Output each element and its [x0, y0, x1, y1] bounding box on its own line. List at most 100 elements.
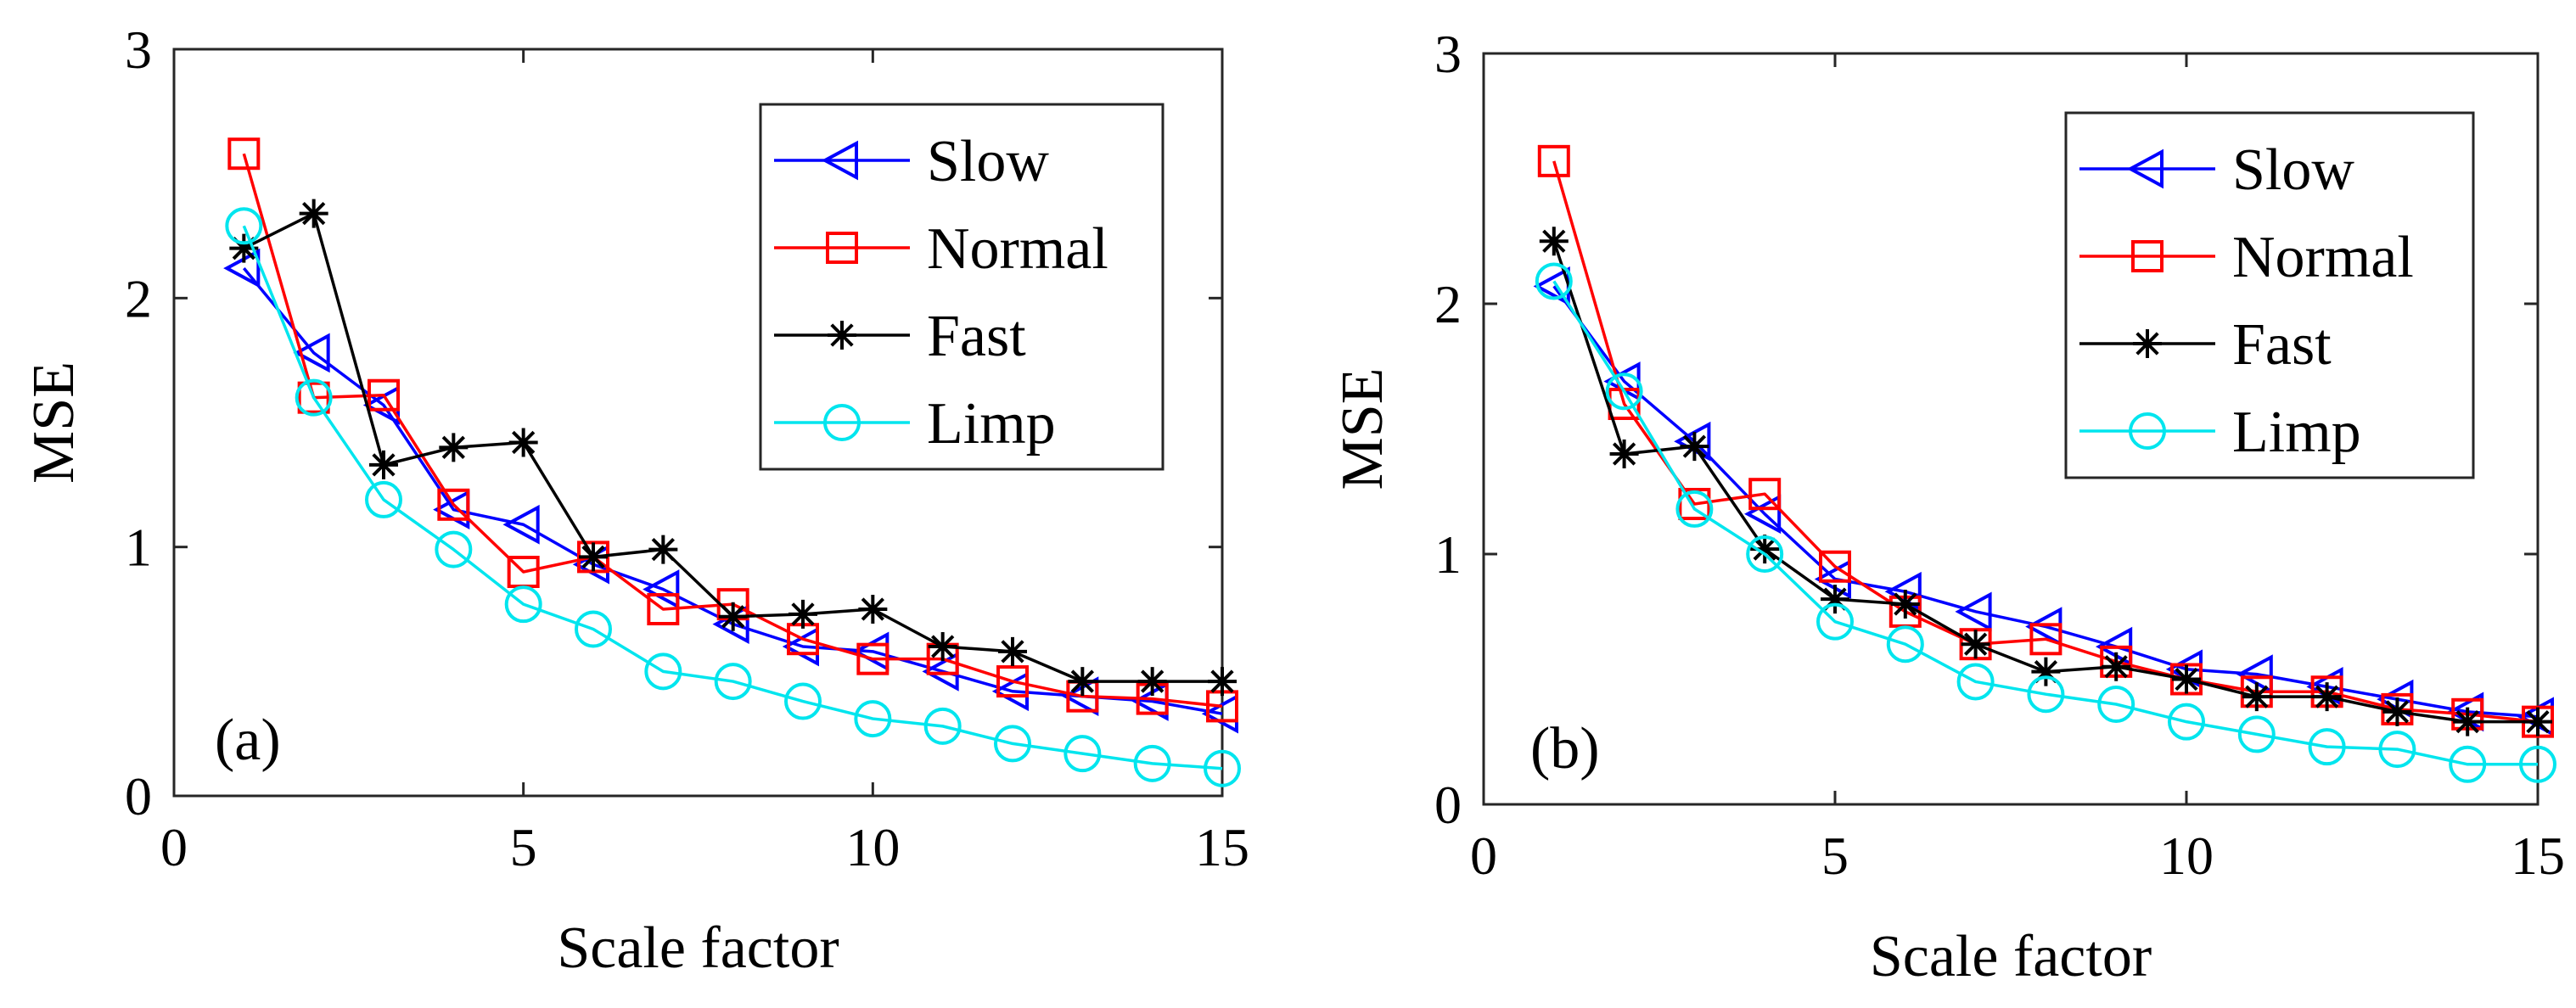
axes-box — [1482, 52, 2540, 806]
x-tick-label: 10 — [845, 817, 900, 877]
data-point-fast — [2312, 682, 2342, 712]
data-point-fast — [2172, 664, 2201, 694]
data-point-limp — [2378, 731, 2416, 769]
data-point-limp — [1133, 744, 1171, 782]
x-tick-label: 5 — [1821, 826, 1849, 886]
y-tick-label: 2 — [1434, 274, 1462, 334]
x-axis-label: Scale factor — [557, 916, 839, 981]
data-point-fast — [508, 428, 538, 457]
legend-marker-fast — [828, 321, 856, 350]
y-tick-label: 1 — [1434, 524, 1462, 585]
data-point-slow — [1743, 494, 1782, 535]
data-point-fast — [1068, 667, 1097, 697]
data-point-fast — [1208, 667, 1237, 697]
data-point-limp — [1816, 602, 1854, 641]
data-point-fast — [1961, 630, 1990, 659]
y-axis-label: MSE — [21, 361, 87, 484]
data-point-fast — [858, 595, 888, 624]
data-point-normal — [647, 593, 680, 625]
y-tick-label: 0 — [1434, 775, 1462, 835]
data-point-fast — [1680, 432, 1709, 462]
data-point-limp — [2237, 715, 2276, 753]
legend-marker-slow — [821, 140, 858, 181]
x-tick-label: 15 — [1195, 817, 1249, 877]
data-point-fast — [439, 433, 469, 462]
legend-marker-fast — [2133, 329, 2162, 358]
data-point-fast — [369, 450, 398, 479]
data-point-limp — [1746, 535, 1784, 573]
data-point-fast — [718, 602, 748, 631]
data-point-normal — [227, 137, 261, 171]
data-point-fast — [2242, 682, 2271, 712]
legend-label-limp: Limp — [927, 391, 1056, 456]
data-point-normal — [1748, 478, 1782, 511]
data-point-normal — [1819, 550, 1851, 583]
legend-label-normal: Normal — [927, 216, 1108, 282]
data-point-limp — [2519, 745, 2556, 783]
data-point-limp — [854, 700, 892, 738]
legend-marker-limp — [823, 404, 861, 441]
series-limp — [225, 207, 1241, 787]
data-point-fast — [299, 199, 328, 228]
data-point-normal — [856, 642, 890, 675]
x-tick-label: 15 — [2511, 826, 2565, 886]
data-point-limp — [714, 663, 752, 701]
series-limp — [1535, 262, 2556, 783]
data-point-limp — [2449, 745, 2487, 783]
data-point-fast — [648, 535, 678, 564]
data-point-limp — [1605, 372, 1643, 411]
data-point-normal — [996, 665, 1029, 698]
data-point-limp — [1675, 490, 1714, 528]
data-point-limp — [994, 725, 1031, 763]
x-tick-label: 0 — [160, 817, 188, 877]
legend-label-normal: Normal — [2232, 225, 2414, 290]
data-point-limp — [1535, 262, 1573, 300]
legend-marker-normal — [826, 232, 858, 264]
data-point-slow — [293, 333, 330, 373]
data-point-limp — [1064, 735, 1102, 773]
y-tick-label: 0 — [125, 766, 152, 826]
legend: Slow Normal Fast Limp — [2064, 111, 2475, 479]
data-point-fast — [229, 233, 259, 263]
x-tick-label: 10 — [2159, 826, 2214, 886]
data-point-fast — [998, 636, 1027, 666]
data-point-limp — [2097, 686, 2135, 723]
data-point-fast — [1137, 667, 1167, 697]
panel-label: (a) — [215, 708, 281, 773]
data-point-fast — [1821, 585, 1849, 614]
series-line-limp — [242, 225, 1223, 770]
data-point-limp — [2168, 703, 2205, 741]
y-tick-label: 3 — [1434, 24, 1462, 84]
series-line-slow — [1552, 285, 2539, 719]
series-line-limp — [1552, 280, 2538, 766]
series-fast — [1539, 227, 2552, 736]
legend-label-fast: Fast — [2232, 312, 2332, 378]
data-point-fast — [2523, 707, 2552, 736]
data-point-fast — [789, 599, 817, 629]
data-point-slow — [502, 504, 540, 545]
legend-label-limp: Limp — [2232, 400, 2361, 465]
data-point-normal — [1537, 144, 1570, 177]
legend-marker-slow — [2126, 148, 2164, 189]
data-point-limp — [365, 480, 402, 518]
data-point-limp — [644, 652, 682, 691]
x-tick-label: 0 — [1470, 826, 1497, 886]
chart-panel-b: 0 5 10 15 0 1 2 3 Scale factor MSE (b) Slow Normal Fa… — [1330, 24, 2565, 989]
y-tick-label: 1 — [125, 518, 152, 578]
y-tick-label: 3 — [125, 20, 152, 80]
data-point-fast — [2453, 707, 2483, 736]
x-axis-label: Scale factor — [1870, 924, 2152, 989]
legend-label-slow: Slow — [927, 129, 1049, 194]
data-point-limp — [2308, 728, 2346, 766]
legend-marker-normal — [2131, 240, 2164, 272]
y-axis-label: MSE — [1330, 368, 1395, 490]
data-point-fast — [579, 542, 608, 572]
panel-label: (b) — [1530, 716, 1600, 781]
data-point-limp — [435, 530, 473, 568]
data-point-normal — [1678, 488, 1711, 520]
data-point-limp — [1204, 749, 1241, 787]
data-point-fast — [2382, 697, 2412, 726]
data-point-limp — [575, 610, 612, 648]
legend-label-fast: Fast — [927, 304, 1026, 369]
